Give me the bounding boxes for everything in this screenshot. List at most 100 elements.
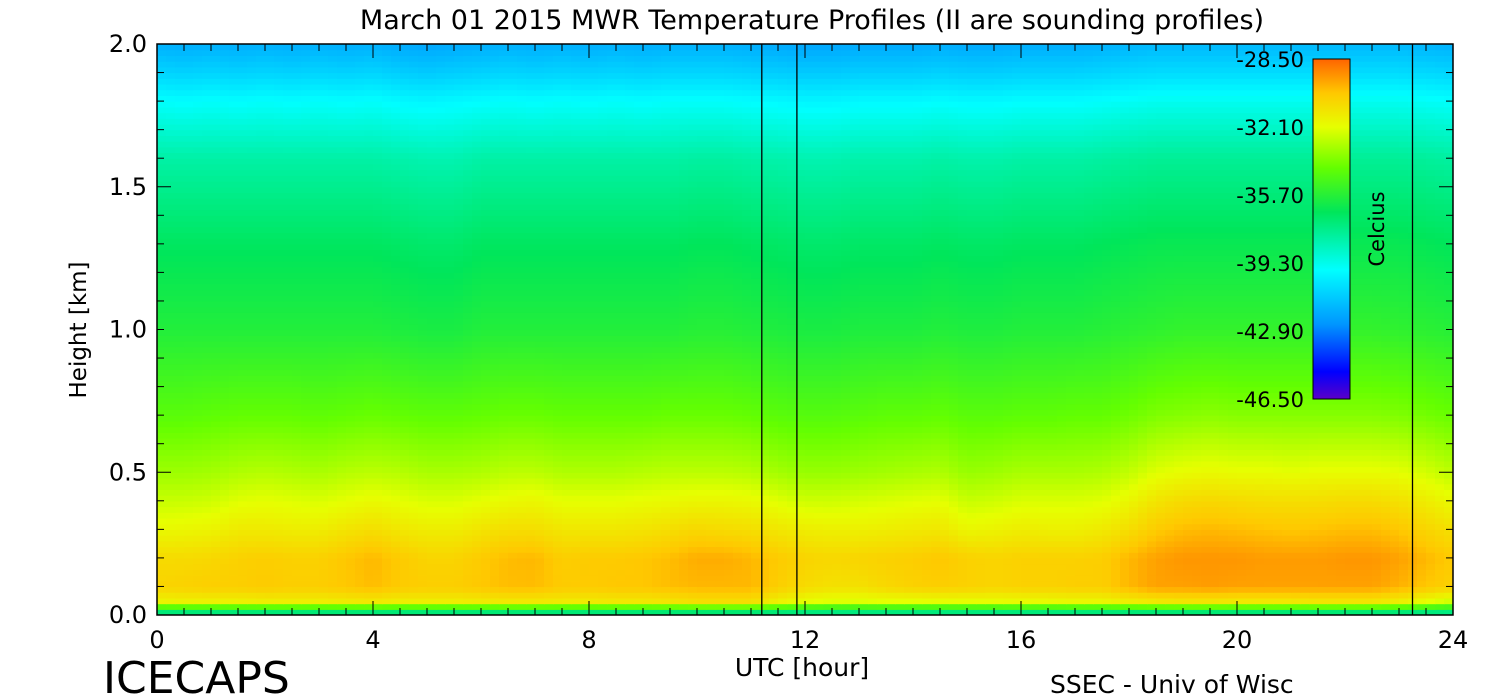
heatmap-cell [985, 569, 995, 576]
heatmap-cell [562, 466, 572, 473]
heatmap-cell [157, 449, 167, 456]
heatmap-cell [526, 552, 536, 559]
heatmap-cell [283, 592, 293, 599]
heatmap-cell [202, 557, 212, 565]
heatmap-cell [436, 437, 446, 445]
heatmap-cell [1318, 495, 1328, 502]
heatmap-cell [355, 586, 365, 593]
heatmap-cell [256, 540, 266, 548]
heatmap-cell [976, 523, 986, 530]
heatmap-cell [229, 552, 239, 559]
heatmap-cell [157, 586, 167, 593]
heatmap-cell [814, 500, 824, 508]
heatmap-cell [616, 603, 626, 610]
heatmap-cell [652, 552, 662, 559]
heatmap-cell [427, 535, 437, 542]
heatmap-cell [553, 580, 563, 588]
heatmap-cell [787, 420, 797, 428]
heatmap-cell [841, 523, 851, 530]
heatmap-cell [1201, 472, 1211, 479]
heatmap-cell [913, 472, 923, 479]
heatmap-cell [175, 415, 185, 422]
heatmap-cell [643, 575, 653, 582]
heatmap-cell [418, 455, 428, 462]
heatmap-cell [661, 477, 671, 485]
heatmap-cell [697, 609, 707, 615]
heatmap-cell [1417, 495, 1427, 502]
heatmap-cell [742, 592, 752, 599]
heatmap-cell [679, 592, 689, 599]
heatmap-cell [229, 517, 239, 525]
heatmap-cell [1030, 609, 1040, 615]
heatmap-cell [652, 500, 662, 508]
heatmap-cell [400, 420, 410, 428]
heatmap-cell [1192, 523, 1202, 530]
heatmap-cell [1309, 472, 1319, 479]
heatmap-cell [589, 477, 599, 485]
heatmap-cell [742, 517, 752, 525]
heatmap-cell [778, 472, 788, 479]
heatmap-cell [1030, 495, 1040, 502]
heatmap-cell [976, 500, 986, 508]
heatmap-cell [391, 415, 401, 422]
heatmap-cell [517, 466, 527, 473]
heatmap-cell [166, 609, 176, 615]
heatmap-cell [472, 415, 482, 422]
heatmap-cell [283, 466, 293, 473]
heatmap-cell [1219, 575, 1229, 582]
heatmap-cell [598, 552, 608, 559]
heatmap-cell [643, 592, 653, 599]
heatmap-cell [1354, 529, 1364, 536]
heatmap-cell [1201, 455, 1211, 462]
heatmap-cell [733, 483, 743, 490]
heatmap-cell [733, 455, 743, 462]
heatmap-cell [1435, 546, 1445, 553]
heatmap-cell [400, 506, 410, 513]
heatmap-cell [499, 449, 509, 456]
heatmap-cell [157, 437, 167, 445]
heatmap-cell [778, 512, 788, 519]
heatmap-cell [337, 603, 347, 610]
heatmap-cell [1012, 609, 1022, 615]
heatmap-cell [481, 546, 491, 553]
heatmap-cell [625, 535, 635, 542]
heatmap-cell [490, 455, 500, 462]
heatmap-cell [1390, 495, 1400, 502]
heatmap-cell [724, 437, 734, 445]
heatmap-cell [958, 552, 968, 559]
heatmap-cell [841, 546, 851, 553]
heatmap-cell [1210, 580, 1220, 588]
heatmap-cell [796, 586, 806, 593]
heatmap-cell [1381, 557, 1391, 565]
heatmap-cell [292, 420, 302, 428]
heatmap-cell [1435, 523, 1445, 530]
heatmap-cell [625, 569, 635, 576]
heatmap-cell [913, 500, 923, 508]
heatmap-cell [1336, 586, 1346, 593]
heatmap-cell [904, 500, 914, 508]
heatmap-cell [1417, 483, 1427, 490]
heatmap-cell [1021, 455, 1031, 462]
heatmap-cell [1273, 592, 1283, 599]
heatmap-cell [481, 415, 491, 422]
heatmap-cell [760, 575, 770, 582]
heatmap-cell [580, 603, 590, 610]
heatmap-cell [436, 540, 446, 548]
heatmap-cell [1354, 455, 1364, 462]
heatmap-cell [1273, 557, 1283, 565]
heatmap-cell [616, 437, 626, 445]
heatmap-cell [184, 603, 194, 610]
heatmap-cell [1003, 597, 1013, 605]
heatmap-cell [436, 517, 446, 525]
heatmap-cell [823, 460, 833, 468]
heatmap-cell [769, 529, 779, 536]
heatmap-cell [463, 580, 473, 588]
heatmap-cell [1210, 512, 1220, 519]
heatmap-cell [1372, 575, 1382, 582]
heatmap-cell [850, 552, 860, 559]
heatmap-cell [805, 437, 815, 445]
heatmap-cell [1030, 552, 1040, 559]
heatmap-cell [355, 477, 365, 485]
heatmap-cell [814, 580, 824, 588]
heatmap-cell [355, 489, 365, 496]
